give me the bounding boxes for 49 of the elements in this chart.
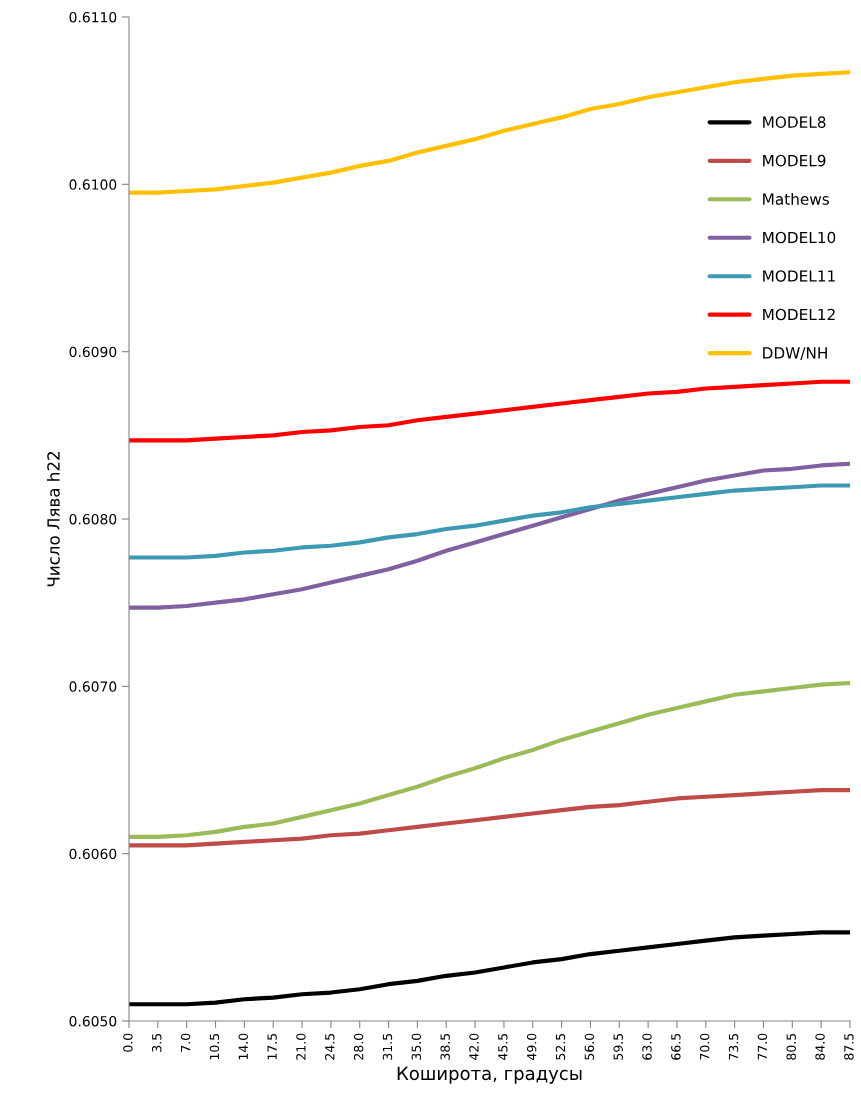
x-tick-label: 84.0 bbox=[815, 1033, 825, 1060]
legend-label: MODEL9 bbox=[763, 154, 826, 167]
y-tick-label: 0.6060 bbox=[69, 848, 117, 860]
line-series bbox=[129, 930, 850, 1007]
x-tick-label: 42.0 bbox=[469, 1033, 479, 1061]
x-axis-title: Коширота, градусы bbox=[397, 1066, 582, 1084]
x-tick-label: 17.5 bbox=[267, 1033, 277, 1060]
line-series bbox=[129, 787, 850, 848]
x-tick-label: 3.5 bbox=[152, 1033, 162, 1052]
line-series bbox=[129, 379, 850, 443]
x-tick-label: 7.0 bbox=[180, 1033, 191, 1052]
legend-label: MODEL10 bbox=[763, 231, 836, 244]
x-tick-label: 59.5 bbox=[613, 1033, 623, 1060]
line-series bbox=[129, 680, 850, 840]
x-tick-label: 87.5 bbox=[844, 1033, 854, 1060]
legend-label: DDW/NH bbox=[763, 347, 827, 360]
y-tick-label: 0.6100 bbox=[69, 179, 117, 190]
x-tick-label: 56.0 bbox=[584, 1033, 595, 1060]
line-series bbox=[129, 70, 850, 195]
line-series bbox=[129, 483, 850, 560]
x-tick-label: 21.0 bbox=[296, 1033, 306, 1060]
x-tick-label: 38.5 bbox=[440, 1033, 450, 1060]
legend-label: Mathews bbox=[763, 193, 829, 205]
x-tick-label: 35.0 bbox=[411, 1033, 422, 1060]
line-series bbox=[129, 461, 850, 610]
x-tick-label: 73.5 bbox=[728, 1033, 739, 1060]
legend-label: MODEL8 bbox=[763, 116, 826, 128]
y-tick-label: 0.6110 bbox=[69, 11, 117, 23]
y-tick-label: 0.6050 bbox=[69, 1015, 117, 1027]
x-tick-label: 14.0 bbox=[238, 1033, 248, 1060]
x-tick-label: 70.0 bbox=[699, 1033, 710, 1060]
y-tick-label: 0.6090 bbox=[69, 346, 117, 358]
x-tick-label: 80.5 bbox=[786, 1033, 796, 1060]
x-tick-label: 63.0 bbox=[642, 1033, 652, 1060]
x-tick-label: 52.5 bbox=[555, 1033, 566, 1060]
x-tick-label: 31.5 bbox=[382, 1033, 393, 1060]
x-tick-label: 49.0 bbox=[526, 1033, 537, 1061]
x-tick-label: 77.0 bbox=[757, 1033, 768, 1060]
x-tick-label: 45.5 bbox=[498, 1033, 508, 1061]
legend-label: MODEL12 bbox=[763, 308, 835, 321]
x-tick-label: 24.5 bbox=[325, 1033, 335, 1060]
x-tick-label: 28.0 bbox=[353, 1033, 364, 1060]
y-axis-title: Число Лява h22 bbox=[46, 452, 60, 587]
y-tick-label: 0.6080 bbox=[69, 513, 117, 525]
y-tick-label: 0.6070 bbox=[69, 681, 117, 692]
x-tick-label: 0.0 bbox=[123, 1033, 133, 1052]
x-tick-label: 66.5 bbox=[671, 1033, 681, 1060]
legend-label: MODEL11 bbox=[763, 270, 835, 282]
x-tick-label: 10.5 bbox=[209, 1033, 220, 1060]
